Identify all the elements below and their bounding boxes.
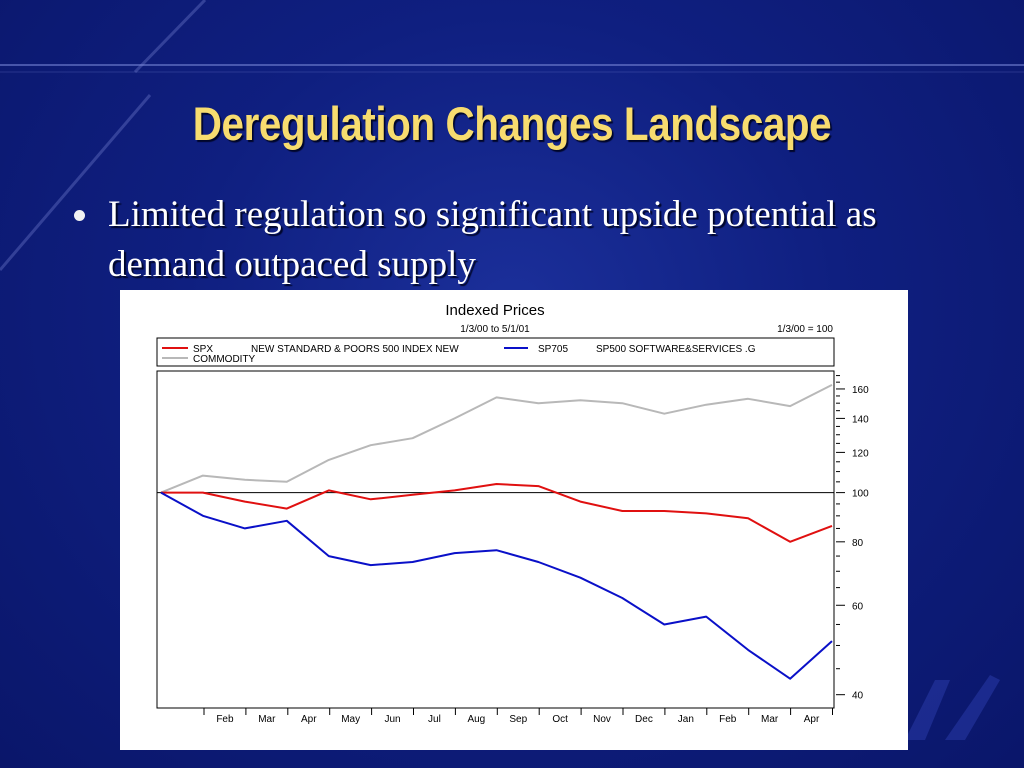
chart-title: Indexed Prices bbox=[445, 302, 544, 319]
plot-frame bbox=[156, 370, 835, 709]
x-tick-label: Nov bbox=[593, 714, 611, 725]
x-tick-label: Jul bbox=[428, 714, 441, 725]
x-tick-label: Jun bbox=[384, 714, 400, 725]
x-tick-label: Aug bbox=[467, 714, 485, 725]
series-line-spx bbox=[161, 483, 833, 543]
slide-title: Deregulation Changes Landscape bbox=[192, 97, 832, 150]
x-tick-label: Feb bbox=[216, 714, 234, 725]
x-tick-label: Mar bbox=[761, 714, 779, 725]
y-tick-label: 140 bbox=[852, 414, 869, 425]
y-tick-label: 120 bbox=[852, 448, 869, 459]
series-line-commodity bbox=[160, 384, 833, 494]
x-tick-label: Dec bbox=[635, 714, 653, 725]
x-tick-label: Sep bbox=[509, 714, 527, 725]
x-tick-label: Feb bbox=[719, 714, 737, 725]
x-tick-label: Apr bbox=[804, 714, 820, 725]
series-line-sp705 bbox=[160, 491, 833, 680]
chart-note: 1/3/00 = 100 bbox=[777, 324, 833, 335]
legend-ticker-sp705: SP705 bbox=[538, 344, 568, 355]
chart-panel: Indexed Prices 1/3/00 to 5/1/01 1/3/00 =… bbox=[120, 290, 908, 750]
y-tick-label: 100 bbox=[852, 489, 869, 500]
x-tick-label: May bbox=[341, 714, 360, 725]
legend-name-sp705: SP500 SOFTWARE&SERVICES .G bbox=[596, 344, 756, 355]
y-tick-label: 160 bbox=[852, 385, 869, 396]
indexed-prices-chart: Indexed Prices 1/3/00 to 5/1/01 1/3/00 =… bbox=[156, 302, 869, 725]
bullet-text: Limited regulation so significant upside… bbox=[108, 194, 877, 285]
y-tick-label: 60 bbox=[852, 601, 864, 612]
x-tick-label: Apr bbox=[301, 714, 317, 725]
x-tick-label: Jan bbox=[678, 714, 694, 725]
bullet-dot-icon bbox=[74, 210, 85, 221]
x-tick-label: Oct bbox=[552, 714, 568, 725]
y-tick-label: 80 bbox=[852, 538, 864, 549]
legend-name-commodity: COMMODITY bbox=[193, 354, 256, 365]
y-tick-label: 40 bbox=[852, 691, 864, 702]
legend-ticker-spx: SPX bbox=[193, 344, 213, 355]
legend-box bbox=[156, 337, 835, 367]
legend-name-spx: NEW STANDARD & POORS 500 INDEX NEW bbox=[251, 344, 459, 355]
x-tick-label: Mar bbox=[258, 714, 276, 725]
chart-subtitle: 1/3/00 to 5/1/01 bbox=[460, 324, 530, 335]
